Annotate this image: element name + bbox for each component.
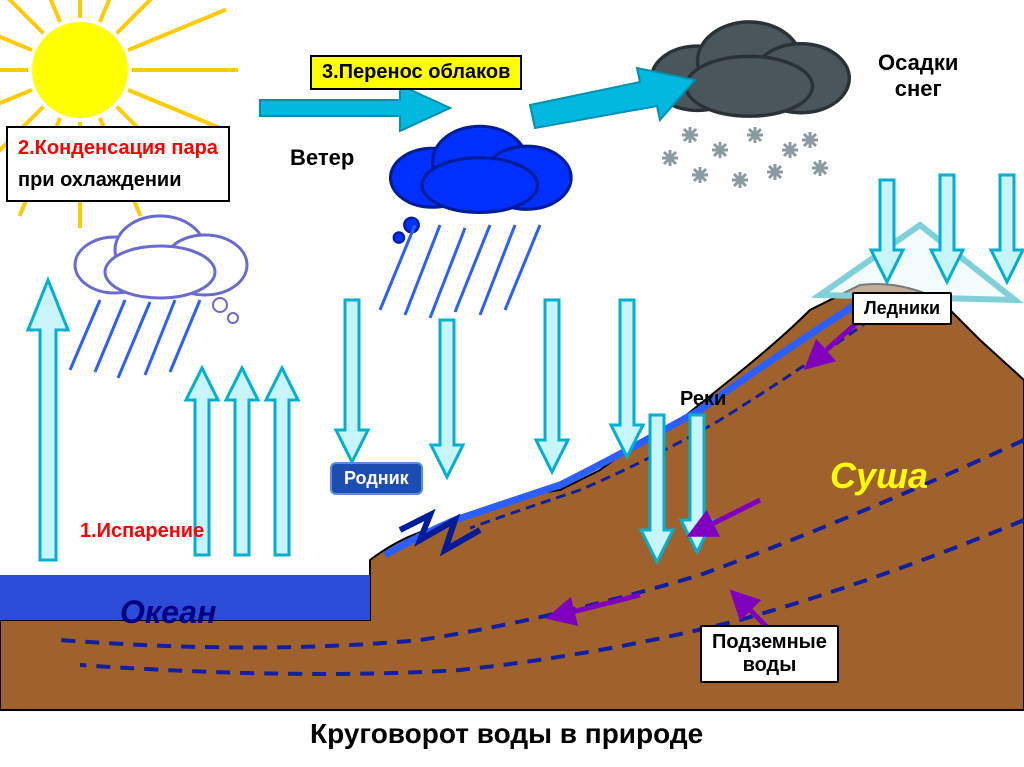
label-condensation-sub: при охлаждении: [18, 169, 182, 191]
label-transport: 3.Перенос облаков: [310, 55, 522, 90]
precip-center-arrows: [336, 300, 713, 562]
spring-mark: [400, 515, 480, 550]
precip-right-arrows: [871, 175, 1023, 282]
label-snow: Осадки снег: [878, 50, 958, 103]
dark-cloud: [652, 22, 850, 116]
evap-arrows: [28, 280, 298, 560]
label-glaciers: Ледники: [852, 292, 952, 325]
flow-arrows: [560, 320, 860, 630]
blue-cloud: [391, 126, 572, 243]
label-rivers: Реки: [680, 388, 726, 411]
rain-white: [70, 300, 200, 378]
label-land: Суша: [830, 455, 928, 497]
label-spring: Родник: [330, 462, 423, 495]
label-ocean: Океан: [120, 594, 216, 631]
label-wind: Ветер: [290, 145, 354, 171]
label-evaporation: 1.Испарение: [80, 520, 204, 543]
diagram-title: Круговорот воды в природе: [310, 718, 703, 750]
white-cloud: [75, 216, 247, 323]
label-condensation-num: 2.Конденсация пара: [18, 137, 218, 159]
label-condensation: 2.Конденсация пара при охлаждении: [6, 126, 230, 202]
snowflakes: [662, 127, 828, 188]
cloud-layer: [0, 0, 1024, 767]
water-cycle-diagram: 2.Конденсация пара при охлаждении 3.Пере…: [0, 0, 1024, 767]
label-groundwater: Подземные воды: [700, 625, 839, 683]
